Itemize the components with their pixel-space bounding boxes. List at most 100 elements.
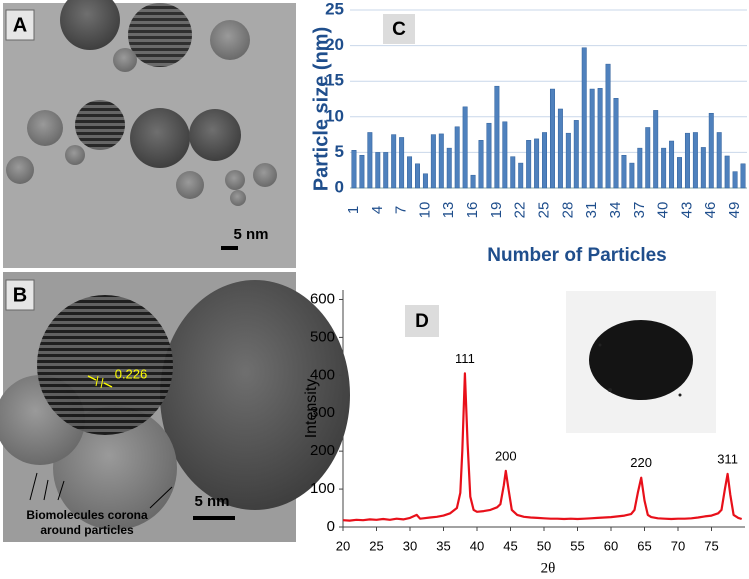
x-tick-label: 10	[416, 202, 433, 219]
y-tick-label: 15	[325, 71, 344, 90]
panel-label-box	[383, 14, 415, 44]
bar	[708, 112, 714, 189]
x-tick-label: 30	[403, 538, 417, 553]
bar	[557, 108, 563, 189]
bar	[605, 63, 611, 189]
bar	[700, 147, 706, 189]
x-tick-label: 31	[583, 202, 600, 219]
y-axis-title: Intensity	[303, 379, 320, 439]
y-tick-label: 400	[310, 366, 335, 383]
bar	[391, 134, 397, 189]
x-tick-label: 75	[704, 538, 718, 553]
x-tick-label: 22	[512, 202, 529, 219]
y-tick-label: 0	[335, 177, 344, 196]
peak-label: 111	[455, 351, 475, 366]
bar	[684, 132, 690, 189]
y-tick-label: 25	[325, 0, 344, 18]
x-tick-label: 7	[393, 206, 410, 214]
y-tick-label: 100	[310, 480, 335, 497]
bar	[597, 88, 603, 189]
x-tick-label: 70	[671, 538, 685, 553]
bar	[534, 138, 540, 189]
panel-label: D	[415, 311, 429, 332]
bar	[526, 140, 532, 189]
x-tick-label: 25	[535, 202, 552, 219]
y-tick-label: 600	[310, 290, 335, 307]
tem-image-a	[3, 0, 296, 268]
bar	[724, 155, 730, 189]
tem-image-b	[0, 272, 350, 542]
peak-label: 220	[630, 455, 652, 470]
bar	[645, 127, 651, 189]
x-tick-label: 25	[369, 538, 383, 553]
panel-label-box	[405, 305, 439, 337]
bar	[692, 132, 698, 189]
bar	[430, 134, 436, 189]
peak-label: 200	[495, 448, 517, 463]
y-tick-label: 5	[335, 142, 344, 161]
bar	[470, 174, 476, 189]
bar	[661, 147, 667, 189]
y-axis-title: Particle size (nm)	[310, 27, 332, 192]
x-tick-label: 49	[726, 202, 743, 219]
bar	[653, 110, 659, 189]
bar	[518, 162, 524, 189]
x-tick-label: 46	[702, 202, 719, 219]
x-tick-label: 4	[369, 206, 386, 214]
bar	[573, 120, 579, 189]
x-tick-label: 19	[488, 202, 505, 219]
panel-label: C	[392, 19, 406, 40]
panel-label: A	[13, 14, 27, 36]
x-tick-label: 50	[537, 538, 551, 553]
x-tick-label: 1	[345, 206, 362, 214]
y-tick-label: 500	[310, 328, 335, 345]
x-tick-label: 43	[678, 202, 695, 219]
data-line	[342, 372, 743, 522]
x-tick-label: 45	[503, 538, 517, 553]
x-tick-label: 13	[440, 202, 457, 219]
bar	[446, 147, 452, 189]
bar	[613, 98, 619, 189]
x-tick-label: 60	[604, 538, 618, 553]
panel-label: B	[13, 284, 27, 306]
bar	[716, 132, 722, 189]
bar	[740, 163, 746, 189]
bar	[502, 121, 508, 189]
bar	[669, 140, 675, 189]
bar	[462, 106, 468, 189]
bar	[549, 88, 555, 189]
x-tick-label: 55	[570, 538, 584, 553]
y-tick-label: 300	[310, 404, 335, 421]
bar	[367, 132, 373, 189]
y-tick-label: 200	[310, 442, 335, 459]
bar	[621, 154, 627, 189]
bar	[407, 156, 413, 189]
bar	[542, 132, 548, 189]
bar	[637, 147, 643, 189]
bar	[415, 163, 420, 189]
x-tick-label: 35	[436, 538, 450, 553]
bar	[438, 133, 444, 189]
bar	[422, 173, 428, 189]
x-tick-label: 65	[637, 538, 651, 553]
bar	[565, 132, 571, 189]
x-axis-title: 2θ	[541, 560, 556, 576]
bar	[629, 162, 635, 189]
x-tick-label: 28	[559, 202, 576, 219]
bar	[581, 47, 587, 189]
annotation: around particles	[40, 523, 134, 537]
bar	[732, 171, 738, 189]
x-axis-title: Number of Particles	[487, 245, 667, 266]
bar	[399, 137, 405, 189]
y-tick-label: 10	[325, 106, 344, 125]
bar	[351, 150, 357, 189]
bar	[359, 154, 365, 189]
inset-photo	[566, 291, 716, 433]
bar	[486, 122, 492, 189]
x-tick-label: 20	[336, 538, 350, 553]
bar	[478, 140, 484, 189]
bar	[375, 152, 381, 189]
bar	[454, 126, 460, 189]
bar	[510, 156, 516, 189]
